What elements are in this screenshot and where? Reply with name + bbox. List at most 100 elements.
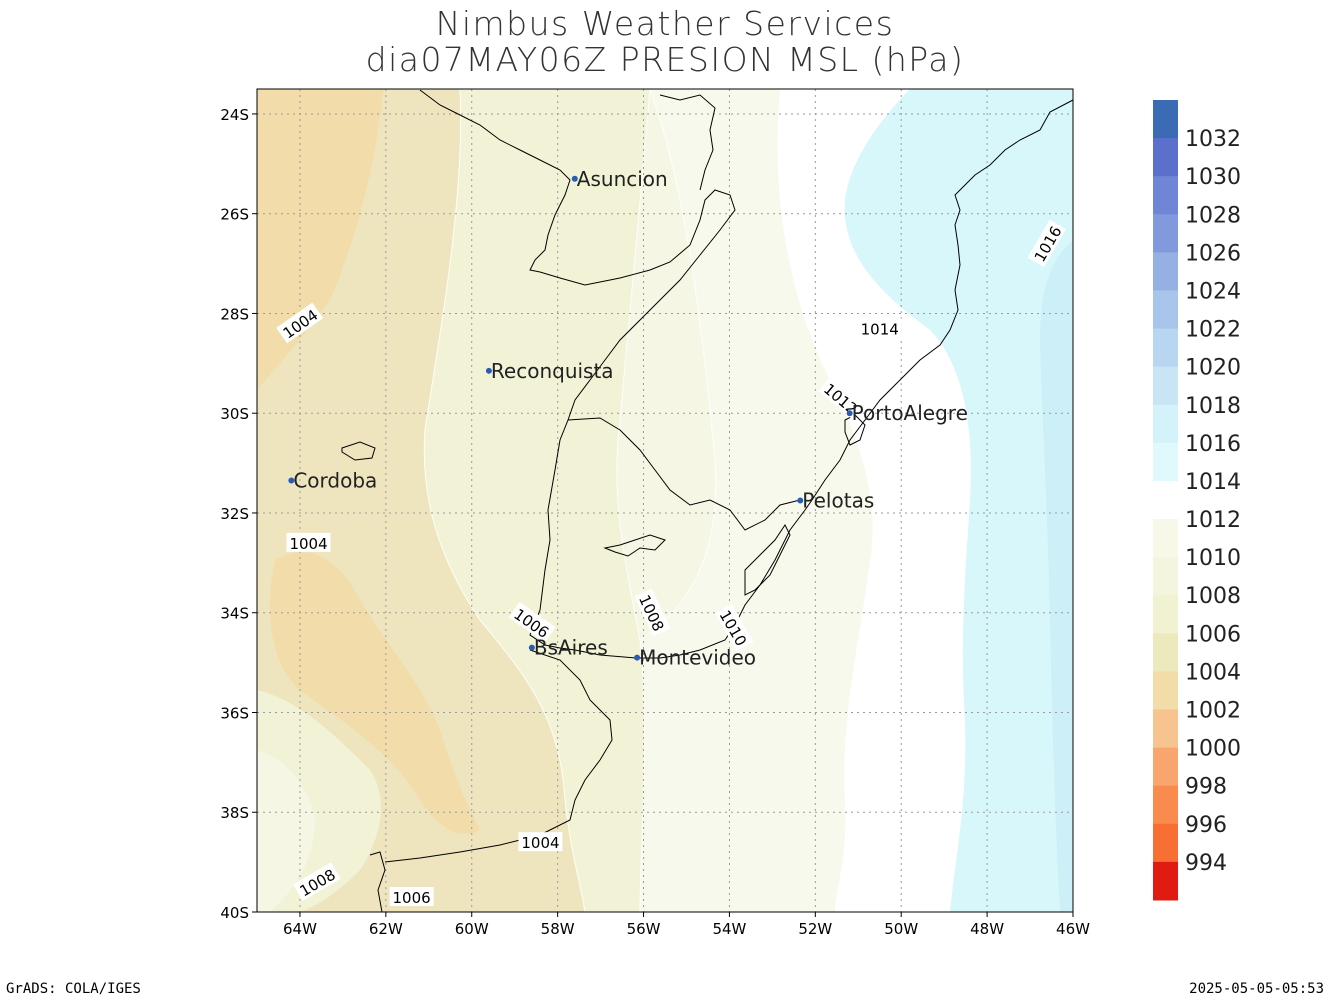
legend-label: 994	[1185, 851, 1227, 876]
lon-tick-label: 52W	[798, 920, 832, 938]
legend-label: 1016	[1185, 432, 1241, 457]
legend-label: 1012	[1185, 508, 1241, 533]
isobar-label-text: 1004	[289, 535, 327, 553]
legend-swatch	[1153, 595, 1178, 634]
legend-swatch	[1153, 480, 1178, 520]
pressure-shading	[257, 89, 1073, 912]
isobar-label-text: 1006	[393, 889, 431, 907]
legend-label: 1022	[1185, 318, 1241, 343]
city-label: BsAires	[534, 636, 608, 660]
lat-tick-label: 32S	[220, 505, 249, 523]
lat-tick-label: 30S	[220, 405, 249, 423]
legend-label: 1004	[1185, 660, 1241, 685]
city-dot	[485, 367, 492, 374]
legend-swatch	[1153, 747, 1178, 787]
plot-frame	[256, 88, 1074, 913]
city-dot	[288, 477, 295, 484]
city-dot	[571, 175, 578, 182]
city-label: Montevideo	[639, 646, 756, 670]
legend-label: 998	[1185, 775, 1227, 800]
lat-tick-label: 24S	[220, 106, 249, 124]
city-label: Cordoba	[293, 469, 377, 493]
legend-label: 1020	[1185, 356, 1241, 381]
legend-swatch	[1153, 519, 1178, 558]
isobar-label: 1014	[857, 318, 902, 338]
lat-tick-label: 26S	[220, 206, 249, 224]
legend-swatch	[1153, 252, 1178, 291]
legend-swatch	[1153, 861, 1178, 901]
color-legend: 1032 1030 1028 1026 1024 1022 1020 1018 1016 1014…	[1153, 100, 1241, 901]
legend-label: 1000	[1185, 737, 1241, 762]
lat-tick-label: 28S	[220, 305, 249, 323]
band-1002-nw	[257, 89, 383, 390]
city-label: Asuncion	[577, 167, 668, 191]
lon-tick-label: 62W	[369, 920, 403, 938]
legend-swatch	[1153, 671, 1178, 711]
band-1016	[1040, 240, 1073, 912]
lat-tick-label: 40S	[220, 904, 249, 922]
lat-tick-label: 36S	[220, 704, 249, 722]
legend-label: 1030	[1185, 165, 1241, 190]
legend-swatch	[1153, 633, 1178, 672]
band-1014	[844, 89, 1073, 912]
city-label: Pelotas	[802, 489, 874, 513]
footer-timestamp: 2025-05-05-05:53	[1189, 981, 1324, 997]
legend-swatch	[1153, 100, 1178, 139]
lon-tick-label: 56W	[627, 920, 661, 938]
legend-swatch	[1153, 214, 1178, 253]
legend-label: 1024	[1185, 279, 1241, 304]
lon-tick-label: 46W	[1056, 920, 1090, 938]
lat-tick-label: 34S	[220, 605, 249, 623]
legend-label: 1028	[1185, 203, 1241, 228]
latitude-axis: 24S 26S 28S 30S 32S 34S 36S 38S 40S	[220, 106, 257, 922]
map-subtitle: dia07MAY06Z PRESION MSL (hPa)	[365, 40, 965, 79]
map-title: Nimbus Weather Services	[435, 4, 895, 43]
legend-swatch	[1153, 366, 1178, 406]
legend-swatch	[1153, 290, 1178, 330]
city-label: PortoAlegre	[852, 401, 968, 425]
isobar-label-text: 1004	[521, 834, 559, 852]
legend-swatch	[1153, 823, 1178, 863]
legend-swatch	[1153, 328, 1178, 368]
legend-label: 1006	[1185, 622, 1241, 647]
isobar-label: 1004	[518, 832, 563, 852]
legend-label: 1002	[1185, 699, 1241, 724]
legend-label: 1018	[1185, 394, 1241, 419]
legend-swatch	[1153, 138, 1178, 177]
legend-swatch	[1153, 404, 1178, 444]
lon-tick-label: 64W	[283, 920, 317, 938]
legend-label: 996	[1185, 813, 1227, 838]
legend-label: 1032	[1185, 127, 1241, 152]
legend-label: 1014	[1185, 470, 1241, 495]
legend-label: 1010	[1185, 546, 1241, 571]
city-dot	[846, 410, 853, 417]
band-1002-sw	[269, 552, 480, 834]
legend-swatch	[1153, 442, 1178, 482]
legend-swatch	[1153, 709, 1178, 749]
lon-tick-label: 54W	[712, 920, 746, 938]
isobar-label: 1006	[389, 887, 434, 907]
lon-tick-label: 50W	[884, 920, 918, 938]
city-dot	[528, 644, 535, 651]
lon-tick-label: 48W	[970, 920, 1004, 938]
lon-tick-label: 60W	[455, 920, 489, 938]
lat-tick-label: 38S	[220, 804, 249, 822]
isobar-label-text: 1014	[861, 320, 899, 338]
legend-swatch	[1153, 557, 1178, 596]
coastlines-and-borders	[341, 89, 1073, 912]
longitude-axis: 64W 62W 60W 58W 56W 54W 52W 50W 48W 46W	[283, 912, 1090, 938]
legend-label: 1008	[1185, 584, 1241, 609]
city-markers: Asuncion Reconquista Cordoba PortoAlegre Pel…	[288, 167, 968, 670]
city-dot	[634, 654, 641, 661]
band-1010	[640, 89, 873, 912]
band-1008-sw	[257, 750, 315, 912]
city-dot	[797, 497, 804, 504]
band-1012	[777, 89, 971, 912]
legend-swatch	[1153, 176, 1178, 215]
footer-credit: GrADS: COLA/IGES	[6, 981, 141, 997]
lon-tick-label: 58W	[541, 920, 575, 938]
city-label: Reconquista	[491, 359, 614, 383]
graticule	[257, 89, 1073, 912]
legend-label: 1026	[1185, 241, 1241, 266]
